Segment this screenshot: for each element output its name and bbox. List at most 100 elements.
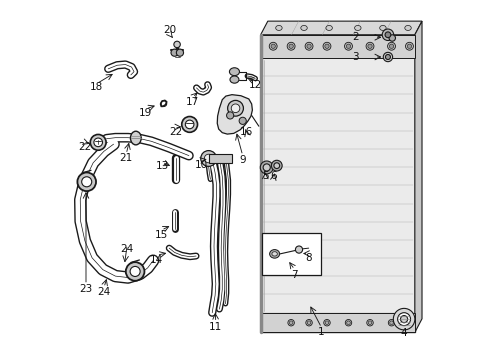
Ellipse shape bbox=[269, 42, 277, 50]
Ellipse shape bbox=[387, 42, 395, 50]
Circle shape bbox=[295, 246, 302, 253]
Ellipse shape bbox=[324, 44, 328, 48]
Circle shape bbox=[271, 160, 282, 171]
Text: 16: 16 bbox=[239, 127, 252, 136]
Circle shape bbox=[227, 100, 243, 116]
Circle shape bbox=[176, 49, 183, 56]
Text: 20: 20 bbox=[163, 25, 177, 35]
Text: 17: 17 bbox=[185, 97, 199, 107]
Circle shape bbox=[125, 262, 144, 281]
Ellipse shape bbox=[270, 44, 275, 48]
Ellipse shape bbox=[404, 26, 410, 31]
Circle shape bbox=[397, 313, 410, 325]
Circle shape bbox=[400, 316, 407, 323]
Circle shape bbox=[204, 154, 212, 163]
Ellipse shape bbox=[388, 44, 393, 48]
Ellipse shape bbox=[366, 42, 373, 50]
Circle shape bbox=[383, 52, 392, 62]
Circle shape bbox=[182, 117, 197, 132]
Ellipse shape bbox=[387, 319, 394, 326]
Ellipse shape bbox=[325, 321, 328, 324]
Ellipse shape bbox=[405, 42, 412, 50]
Ellipse shape bbox=[323, 42, 330, 50]
Text: 23: 23 bbox=[79, 284, 92, 294]
Bar bbox=[260, 313, 414, 332]
Text: 22: 22 bbox=[169, 127, 183, 136]
Text: 10: 10 bbox=[195, 159, 207, 170]
Circle shape bbox=[185, 120, 194, 129]
Polygon shape bbox=[260, 21, 421, 35]
Circle shape bbox=[171, 49, 178, 56]
Text: 5: 5 bbox=[262, 171, 268, 181]
Circle shape bbox=[130, 266, 140, 276]
Text: 4: 4 bbox=[400, 328, 407, 338]
Circle shape bbox=[226, 112, 233, 119]
Text: 3: 3 bbox=[352, 52, 358, 62]
Circle shape bbox=[392, 309, 414, 330]
Ellipse shape bbox=[323, 319, 329, 326]
Circle shape bbox=[273, 163, 279, 168]
Bar bbox=[262, 233, 321, 275]
Ellipse shape bbox=[305, 42, 312, 50]
Circle shape bbox=[231, 104, 239, 113]
Circle shape bbox=[263, 164, 270, 171]
Ellipse shape bbox=[288, 44, 293, 48]
Text: 11: 11 bbox=[209, 322, 222, 332]
Ellipse shape bbox=[346, 44, 350, 48]
Ellipse shape bbox=[344, 42, 352, 50]
Circle shape bbox=[260, 161, 273, 174]
Text: 12: 12 bbox=[248, 80, 262, 90]
Circle shape bbox=[81, 177, 92, 187]
Ellipse shape bbox=[406, 319, 412, 326]
Ellipse shape bbox=[367, 321, 371, 324]
Circle shape bbox=[77, 172, 96, 191]
Ellipse shape bbox=[379, 26, 386, 31]
Ellipse shape bbox=[345, 319, 351, 326]
Circle shape bbox=[174, 41, 180, 48]
Ellipse shape bbox=[407, 44, 411, 48]
Bar bbox=[260, 35, 414, 332]
Ellipse shape bbox=[275, 26, 282, 31]
Text: 7: 7 bbox=[291, 270, 297, 280]
Circle shape bbox=[388, 35, 395, 41]
Ellipse shape bbox=[389, 321, 392, 324]
Ellipse shape bbox=[229, 68, 239, 76]
Polygon shape bbox=[217, 95, 252, 134]
Text: 2: 2 bbox=[352, 32, 358, 42]
Ellipse shape bbox=[346, 321, 349, 324]
Text: 1: 1 bbox=[318, 327, 324, 337]
Ellipse shape bbox=[306, 321, 310, 324]
Circle shape bbox=[239, 117, 246, 125]
Ellipse shape bbox=[354, 26, 360, 31]
Ellipse shape bbox=[325, 26, 332, 31]
Ellipse shape bbox=[287, 319, 294, 326]
Circle shape bbox=[382, 29, 393, 41]
Text: 13: 13 bbox=[155, 161, 168, 171]
Ellipse shape bbox=[306, 44, 310, 48]
Text: 19: 19 bbox=[139, 108, 152, 118]
Circle shape bbox=[90, 134, 106, 150]
Ellipse shape bbox=[367, 44, 371, 48]
Text: 6: 6 bbox=[270, 171, 277, 181]
Ellipse shape bbox=[300, 26, 306, 31]
Text: 24: 24 bbox=[97, 287, 110, 297]
Text: 8: 8 bbox=[305, 253, 311, 263]
Circle shape bbox=[201, 150, 216, 166]
Ellipse shape bbox=[289, 321, 292, 324]
Ellipse shape bbox=[286, 42, 294, 50]
Bar bbox=[208, 154, 231, 163]
Circle shape bbox=[384, 32, 390, 38]
Ellipse shape bbox=[271, 252, 277, 256]
Text: 22: 22 bbox=[79, 142, 92, 152]
Bar bbox=[260, 35, 414, 58]
Text: 18: 18 bbox=[90, 82, 103, 93]
Ellipse shape bbox=[130, 131, 141, 145]
Text: 15: 15 bbox=[154, 230, 167, 239]
Text: 9: 9 bbox=[239, 155, 245, 165]
Ellipse shape bbox=[407, 321, 410, 324]
Ellipse shape bbox=[269, 249, 279, 258]
Circle shape bbox=[385, 54, 389, 59]
Polygon shape bbox=[414, 21, 421, 332]
Text: 24: 24 bbox=[121, 244, 134, 254]
Circle shape bbox=[94, 138, 102, 147]
